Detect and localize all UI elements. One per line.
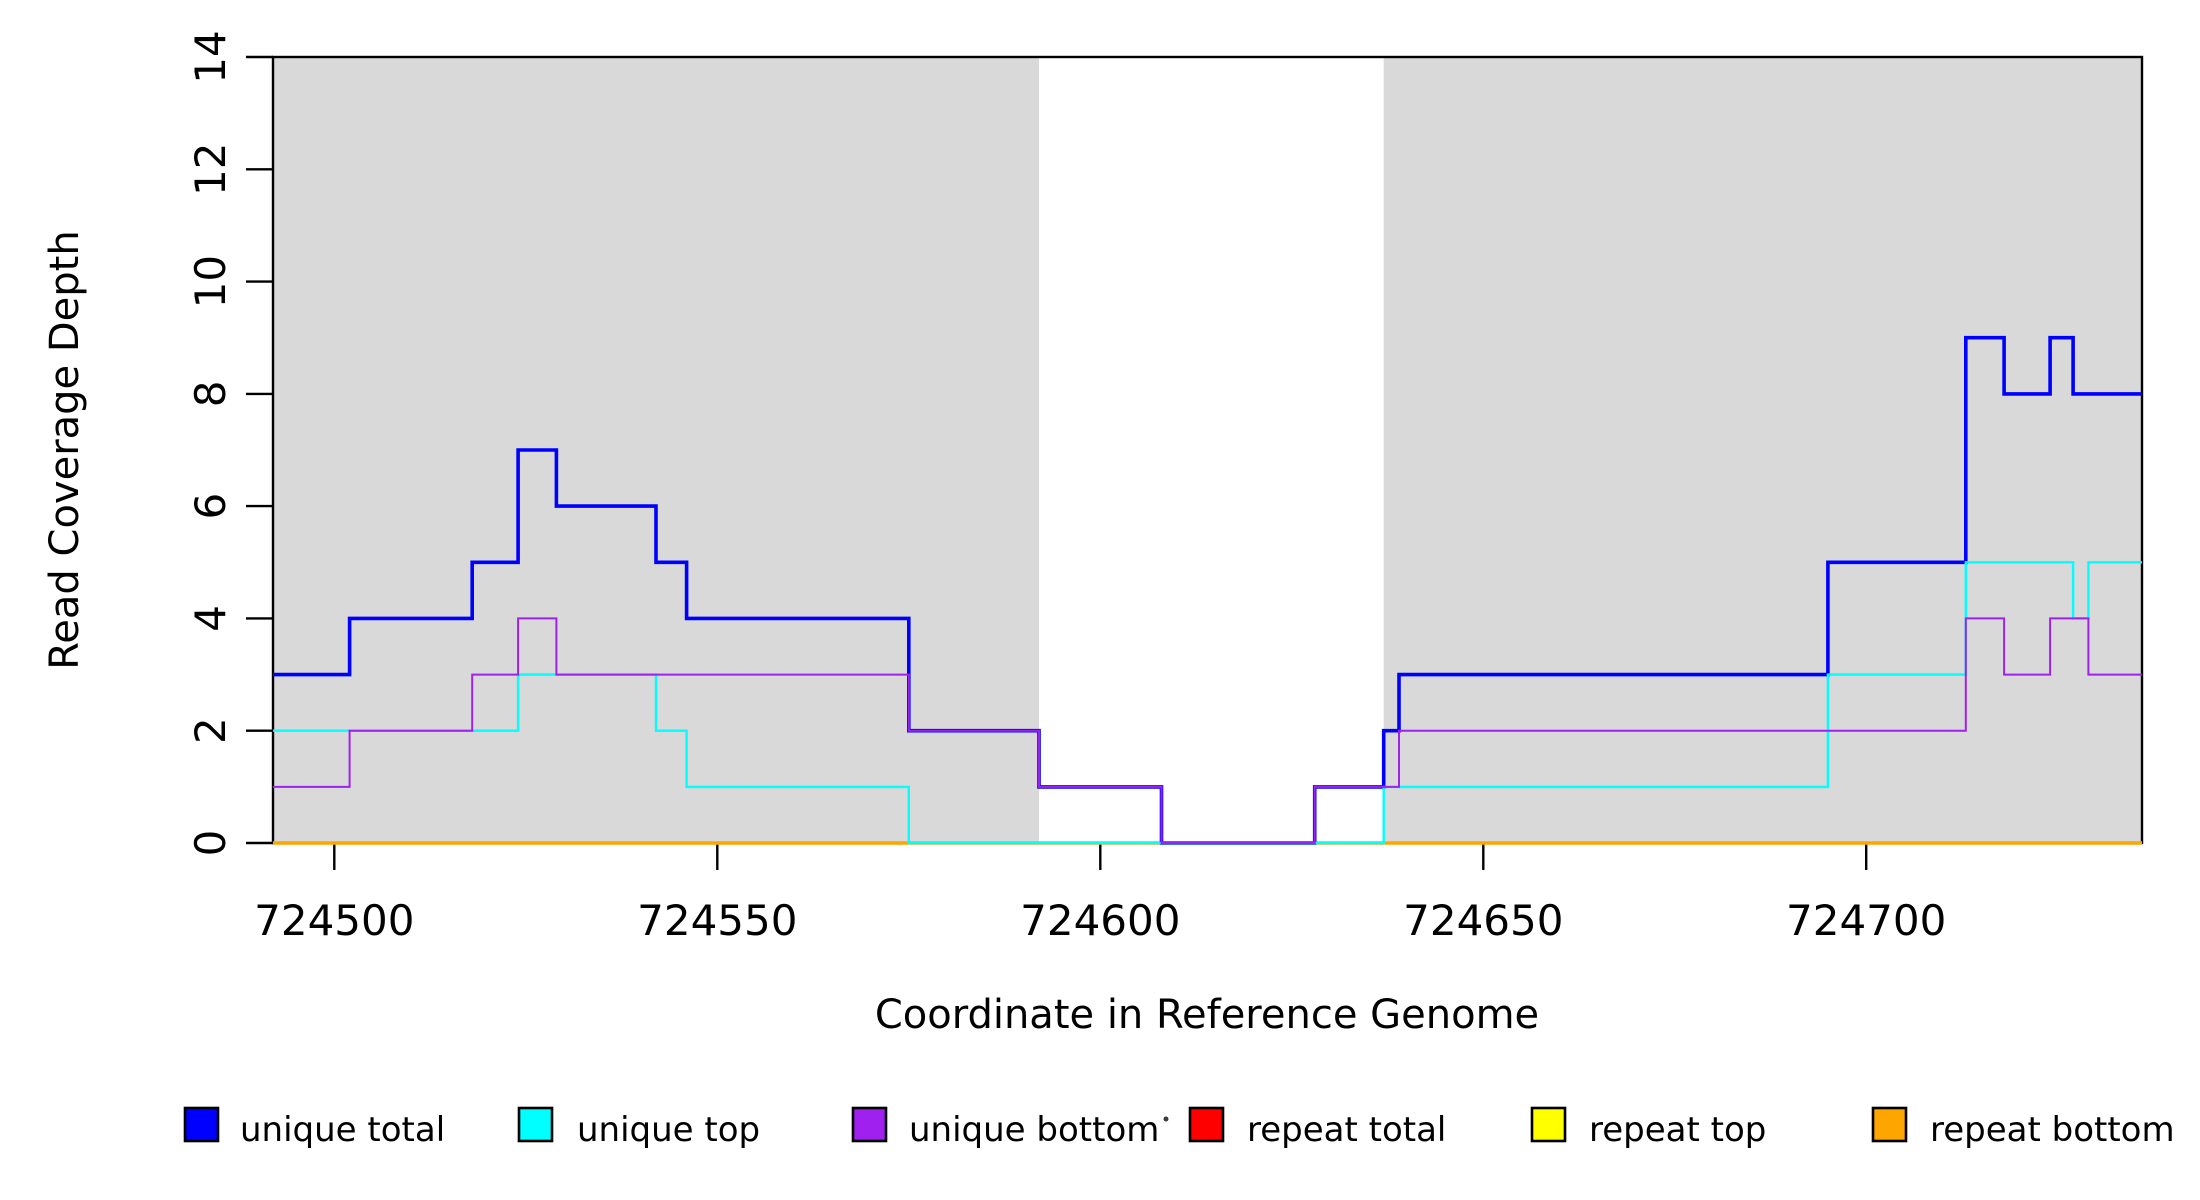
legend-label-unique-top: unique top <box>577 1110 760 1150</box>
legend-label-unique-total: unique total <box>240 1110 445 1150</box>
y-tick-label: 2 <box>186 717 235 744</box>
series-layer <box>273 335 2142 845</box>
x-tick-label: 724650 <box>1403 896 1563 945</box>
legend-label-repeat-top: repeat top <box>1589 1110 1766 1150</box>
legend-layer: unique total unique top unique bottom repea… <box>183 1106 2175 1150</box>
axes-layer: 724500 724550 724600 724650 724700 0 2 4 6 8 10 12 1… <box>186 30 1946 945</box>
legend-swatch-repeat-bottom <box>1871 1106 1908 1143</box>
x-tick-label: 724550 <box>637 896 797 945</box>
legend-swatch-repeat-top <box>1530 1106 1567 1143</box>
legend-label-repeat-total: repeat total <box>1247 1110 1446 1150</box>
x-axis-title: Coordinate in Reference Genome <box>875 992 1539 1038</box>
shaded-region <box>1383 57 2142 843</box>
x-tick-label: 724700 <box>1786 896 1946 945</box>
legend-label-unique-bottom: unique bottom <box>909 1110 1159 1150</box>
shaded-regions-layer <box>273 57 2142 843</box>
y-tick-label: 12 <box>186 143 235 196</box>
x-tick-label: 724500 <box>254 896 414 945</box>
x-tick-label: 724600 <box>1020 896 1180 945</box>
legend-swatch-unique-bottom <box>851 1106 888 1143</box>
y-tick-label: 10 <box>186 255 235 308</box>
y-axis-title: Read Coverage Depth <box>42 230 88 669</box>
legend-swatch-unique-top <box>517 1106 554 1143</box>
legend-swatch-repeat-total <box>1188 1106 1225 1143</box>
y-tick-label: 14 <box>186 30 235 83</box>
stray-dot <box>1163 1116 1169 1122</box>
series-line-unique-top <box>273 561 2142 845</box>
y-tick-label: 0 <box>186 830 235 857</box>
y-tick-label: 8 <box>186 381 235 408</box>
y-tick-label: 6 <box>186 493 235 520</box>
series-line-unique-bottom <box>273 617 2142 844</box>
legend-swatch-unique-total <box>183 1106 220 1143</box>
y-tick-label: 4 <box>186 605 235 632</box>
legend-label-repeat-bottom: repeat bottom <box>1930 1110 2175 1150</box>
